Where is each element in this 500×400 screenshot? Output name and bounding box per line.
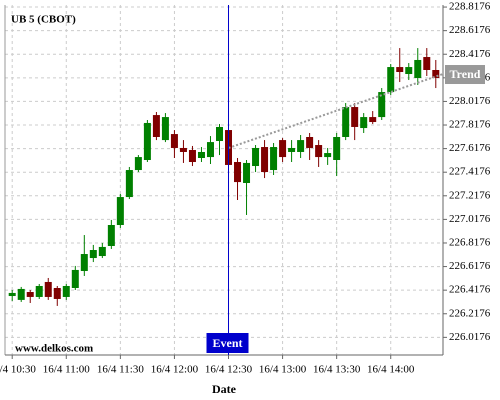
x-tick-label: 16/4 14:00 <box>367 364 415 376</box>
candle-body <box>378 92 386 118</box>
candle-body <box>360 117 368 129</box>
y-tick-label: 226.8176 <box>449 237 491 249</box>
candle-body <box>107 225 115 247</box>
candle-body <box>53 287 61 299</box>
y-tick-label: 226.4176 <box>449 284 491 296</box>
y-tick-label: 227.2176 <box>449 189 491 201</box>
candle-body <box>333 137 341 161</box>
candle-body <box>414 59 422 79</box>
candle-body <box>188 149 196 163</box>
y-tick-label: 228.6176 <box>449 24 491 36</box>
y-tick-label: 227.8176 <box>449 119 491 131</box>
y-tick-label: 227.4176 <box>449 166 491 178</box>
y-tick-label: 228.0176 <box>449 95 491 107</box>
y-tick-label: 226.2176 <box>449 307 491 319</box>
x-tick-label: 16/4 12:00 <box>151 364 199 376</box>
y-tick-label: 227.0176 <box>449 213 491 225</box>
candle-body <box>197 151 205 158</box>
marks <box>8 48 440 306</box>
x-tick-label: 16/4 10:30 <box>0 364 36 376</box>
candle-body <box>405 67 413 75</box>
candle-body <box>134 157 142 171</box>
candle-body <box>71 269 79 288</box>
candle-body <box>116 197 124 226</box>
trend-line <box>228 73 444 149</box>
y-tick-label: 227.6176 <box>449 142 491 154</box>
candle-body <box>270 147 278 171</box>
candle-body <box>44 281 52 297</box>
x-tick-label: 16/4 11:30 <box>97 364 144 376</box>
event-label: Event <box>213 336 243 350</box>
x-tick-label: 16/4 13:30 <box>313 364 361 376</box>
candle-body <box>125 170 133 198</box>
candle-body <box>161 117 169 141</box>
candle-body <box>80 254 88 272</box>
candle-body <box>89 250 97 259</box>
candle-body <box>17 288 25 300</box>
candle-body <box>8 292 16 297</box>
candle-body <box>62 285 70 297</box>
candle-body <box>297 140 305 152</box>
candle-body <box>234 162 242 183</box>
candle-body <box>179 147 187 152</box>
candle-body <box>288 147 296 152</box>
x-tick-label: 16/4 13:00 <box>259 364 307 376</box>
candle-body <box>351 107 359 127</box>
y-tick-label: 228.4176 <box>449 48 491 60</box>
candle-body <box>261 147 269 173</box>
candle-body <box>396 67 404 73</box>
candle-body <box>315 145 323 158</box>
candle-body <box>423 57 431 70</box>
y-tick-label: 228.8176 <box>449 1 491 13</box>
candle-body <box>170 134 178 148</box>
candle-body <box>324 153 332 158</box>
y-tick-label: 226.6176 <box>449 260 491 272</box>
event-label-box <box>206 333 249 353</box>
candle-body <box>306 137 314 148</box>
candle-body <box>342 107 350 138</box>
candle-body <box>432 69 440 79</box>
candle-body <box>35 285 43 297</box>
trend-label: Trend <box>450 67 481 81</box>
x-tick-label: 16/4 12:30 <box>205 364 253 376</box>
candle-body <box>143 122 151 161</box>
candle-body <box>369 117 377 123</box>
candle-body <box>152 115 160 138</box>
x-axis-label: Date <box>212 382 237 396</box>
candle-body <box>387 67 395 93</box>
candle-body <box>252 147 260 167</box>
watermark: www.delkos.com <box>15 343 93 355</box>
trend-label-box <box>445 65 485 85</box>
y-tick-label: 226.0176 <box>449 331 491 343</box>
x-tick-label: 16/4 11:00 <box>43 364 90 376</box>
candle-body <box>215 126 223 142</box>
candle-body <box>279 140 287 158</box>
candle-body <box>98 246 106 257</box>
grid <box>5 5 443 355</box>
candle-body <box>243 162 251 184</box>
candle-body <box>26 292 34 297</box>
candle-body <box>206 142 214 158</box>
chart-title: UB 5 (CBOT) <box>11 14 76 26</box>
